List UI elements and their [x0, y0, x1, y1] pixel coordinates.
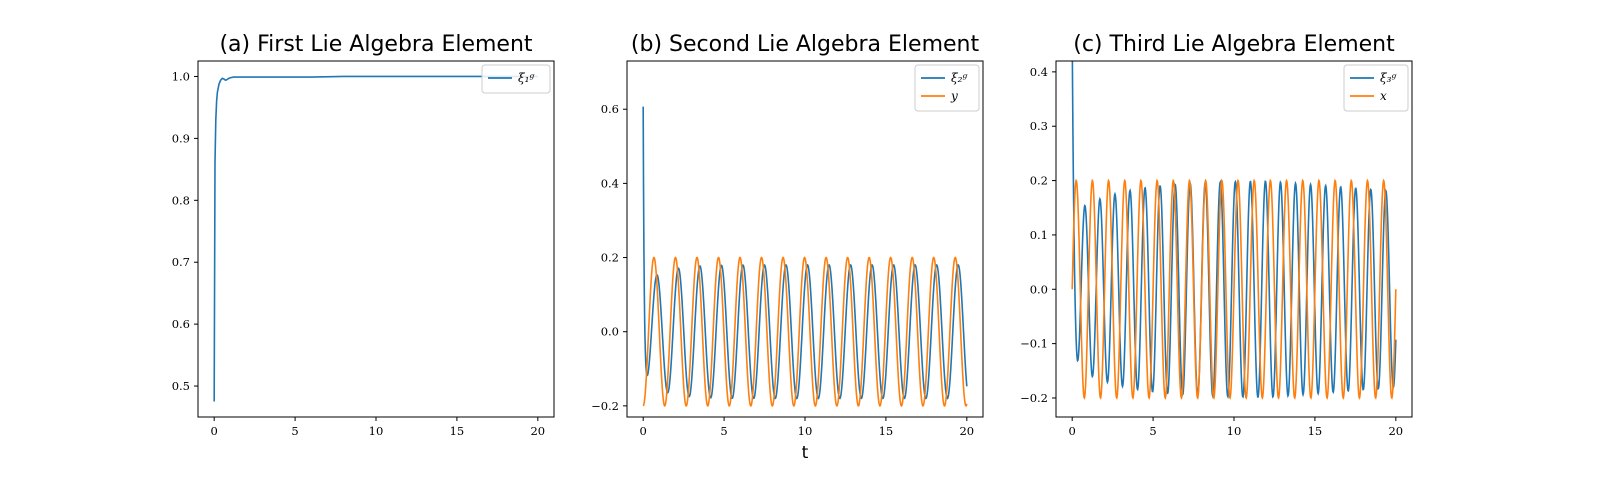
x-tick-label: 10: [369, 424, 384, 438]
legend: ξ₁ᵍ: [481, 64, 551, 94]
y-tick-label: 0.6: [601, 102, 619, 116]
y-tick-label: 0.0: [601, 325, 619, 339]
y-tick-label: 0.2: [1030, 174, 1048, 188]
x-tick-label: 10: [798, 424, 813, 438]
x-tick-label: 20: [530, 424, 545, 438]
legend-entry: ξ₂ᵍ: [951, 71, 968, 85]
x-tick-label: 0: [1069, 424, 1076, 438]
legend-entry: ξ₃ᵍ: [1380, 71, 1397, 85]
legend-entry: x: [1380, 89, 1387, 103]
y-tick-label: −0.2: [1020, 391, 1048, 405]
chart-title: (b) Second Lie Algebra Element: [631, 32, 980, 57]
x-tick-label: 15: [1308, 424, 1323, 438]
chart-title: (c) Third Lie Algebra Element: [1073, 32, 1395, 57]
panel-a: (a) First Lie Algebra Element 0 5 10 15 20 0.5…: [172, 32, 555, 438]
x-tick-label: 0: [640, 424, 647, 438]
plot-area: [1071, 61, 1397, 400]
y-tick-label: 0.0: [1030, 282, 1048, 296]
x-tick-label: 5: [291, 424, 298, 438]
legend: ξ₂ᵍ y: [914, 64, 980, 112]
plot-area: [642, 106, 968, 408]
y-tick-label: 0.1: [1030, 228, 1048, 242]
chart-title: (a) First Lie Algebra Element: [219, 32, 532, 57]
y-tick-label: 0.9: [172, 131, 190, 145]
x-tick-label: 15: [450, 424, 465, 438]
y-tick-label: 0.4: [1030, 65, 1048, 79]
y-tick-label: −0.2: [591, 399, 619, 413]
series-line-1: [1071, 61, 1397, 399]
y-tick-label: 0.5: [172, 379, 190, 393]
series-line-1: [213, 75, 538, 402]
y-tick-label: 0.4: [601, 176, 619, 190]
x-tick-label: 5: [720, 424, 727, 438]
y-tick-label: 0.7: [172, 255, 190, 269]
y-tick-label: 0.8: [172, 193, 190, 207]
legend: ξ₃ᵍ x: [1343, 64, 1409, 112]
x-tick-label: 10: [1227, 424, 1242, 438]
y-tick-label: 0.3: [1030, 119, 1048, 133]
series-line-2: [642, 256, 968, 408]
legend-entry: ξ₁ᵍ: [518, 71, 535, 85]
panel-b: (b) Second Lie Algebra Element 0 5 10 15 20 −0…: [591, 32, 984, 463]
x-axis-label: t: [802, 443, 809, 463]
y-tick-label: 0.2: [601, 251, 619, 265]
x-tick-label: 0: [211, 424, 218, 438]
legend-entry: y: [950, 89, 958, 103]
series-line-1: [642, 106, 968, 400]
x-tick-label: 20: [959, 424, 974, 438]
panel-c: (c) Third Lie Algebra Element 0 5 10 15 20 −0.…: [1020, 32, 1413, 438]
y-tick-label: −0.1: [1020, 337, 1048, 351]
y-tick-label: 1.0: [172, 69, 190, 83]
x-tick-label: 20: [1388, 424, 1403, 438]
y-tick-label: 0.6: [172, 317, 190, 331]
x-tick-label: 15: [879, 424, 894, 438]
plot-area: [213, 75, 538, 402]
series-line-2: [1071, 178, 1397, 400]
x-tick-label: 5: [1149, 424, 1156, 438]
axes-frame: [197, 60, 555, 418]
